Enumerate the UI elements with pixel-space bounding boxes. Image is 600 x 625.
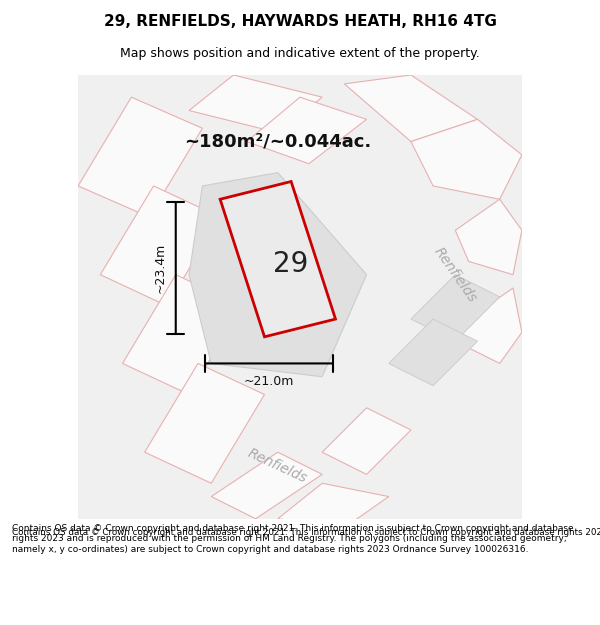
Polygon shape bbox=[411, 119, 522, 199]
Text: ~23.4m: ~23.4m bbox=[154, 243, 167, 293]
Polygon shape bbox=[247, 97, 367, 164]
Polygon shape bbox=[344, 75, 478, 141]
Polygon shape bbox=[389, 319, 478, 386]
Text: Contains OS data © Crown copyright and database right 2021. This information is : Contains OS data © Crown copyright and d… bbox=[12, 528, 600, 537]
Text: 29, RENFIELDS, HAYWARDS HEATH, RH16 4TG: 29, RENFIELDS, HAYWARDS HEATH, RH16 4TG bbox=[104, 14, 496, 29]
Polygon shape bbox=[455, 199, 522, 275]
Polygon shape bbox=[189, 173, 367, 377]
Text: ~180m²/~0.044ac.: ~180m²/~0.044ac. bbox=[184, 132, 371, 151]
Text: Renfields: Renfields bbox=[246, 446, 310, 486]
Polygon shape bbox=[322, 408, 411, 474]
Polygon shape bbox=[278, 483, 389, 528]
Text: ~21.0m: ~21.0m bbox=[244, 374, 294, 388]
Polygon shape bbox=[122, 275, 242, 394]
Polygon shape bbox=[100, 186, 220, 306]
Polygon shape bbox=[78, 75, 522, 519]
Polygon shape bbox=[455, 288, 522, 363]
Polygon shape bbox=[220, 181, 335, 337]
Text: 29: 29 bbox=[274, 249, 309, 278]
Polygon shape bbox=[411, 275, 500, 341]
Polygon shape bbox=[211, 452, 322, 519]
Polygon shape bbox=[189, 75, 322, 132]
Text: Renfields: Renfields bbox=[431, 244, 479, 305]
Polygon shape bbox=[78, 97, 202, 217]
Polygon shape bbox=[145, 363, 265, 483]
Text: Map shows position and indicative extent of the property.: Map shows position and indicative extent… bbox=[120, 48, 480, 61]
Text: Contains OS data © Crown copyright and database right 2021. This information is : Contains OS data © Crown copyright and d… bbox=[12, 524, 574, 554]
